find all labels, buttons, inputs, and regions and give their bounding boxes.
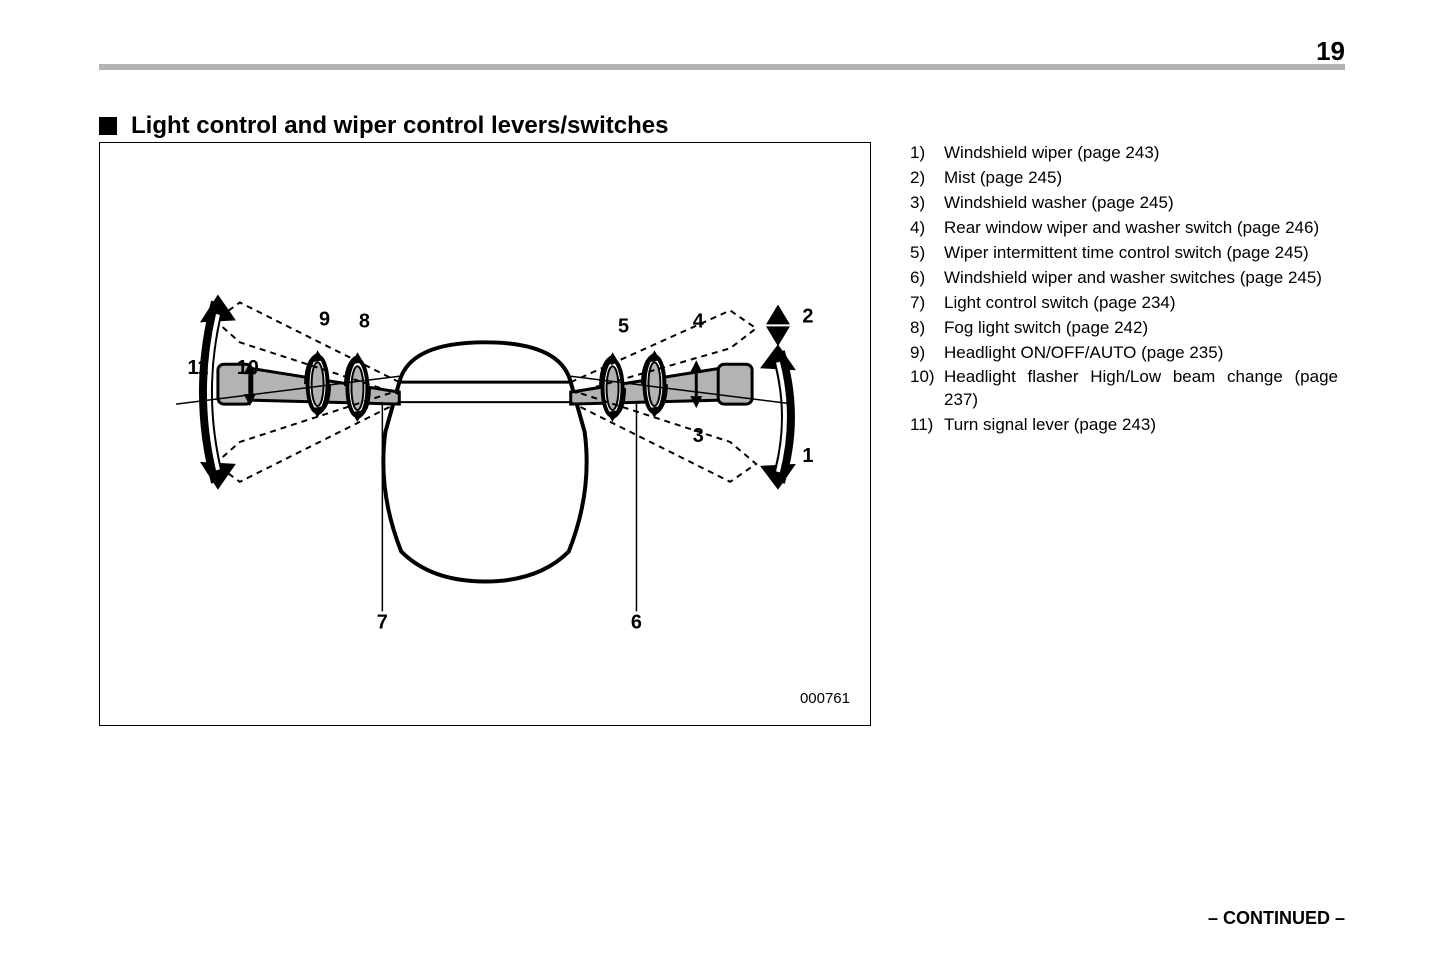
legend-item: 5)Wiper intermittent time control switch… xyxy=(910,242,1338,265)
callout-9: 9 xyxy=(319,308,330,330)
bullet-icon xyxy=(99,117,117,135)
legend-item-text: Headlight ON/OFF/AUTO (page 235) xyxy=(944,342,1338,365)
diagram-frame: 1 2 3 4 5 6 7 8 9 10 11 000761 xyxy=(99,142,871,726)
page-number: 19 xyxy=(1316,36,1345,67)
callout-5: 5 xyxy=(618,315,629,337)
legend-item-text: Light control switch (page 234) xyxy=(944,292,1338,315)
legend-item-text: Rear window wiper and washer switch (pag… xyxy=(944,217,1338,240)
legend-item: 1)Windshield wiper (page 243) xyxy=(910,142,1338,165)
legend-item: 6)Windshield wiper and washer switches (… xyxy=(910,267,1338,290)
legend-item-text: Windshield wiper (page 243) xyxy=(944,142,1338,165)
figure-id: 000761 xyxy=(800,690,850,707)
legend-item: 10)Headlight flasher High/Low beam chang… xyxy=(910,366,1338,412)
legend-item-text: Windshield wiper and washer switches (pa… xyxy=(944,267,1338,290)
legend-item-number: 8) xyxy=(910,317,944,340)
title-text: Light control and wiper control levers/s… xyxy=(131,112,668,140)
legend-item-number: 10) xyxy=(910,366,944,412)
callout-8: 8 xyxy=(359,310,370,332)
legend-item-text: Fog light switch (page 242) xyxy=(944,317,1338,340)
legend-item-number: 9) xyxy=(910,342,944,365)
callout-3: 3 xyxy=(693,425,704,447)
legend-item-text: Wiper intermittent time control switch (… xyxy=(944,242,1338,265)
legend-item: 11)Turn signal lever (page 243) xyxy=(910,414,1338,437)
mist-arrow-icon xyxy=(766,304,790,346)
legend-item: 2)Mist (page 245) xyxy=(910,167,1338,190)
legend-item-number: 3) xyxy=(910,192,944,215)
legend-item-number: 11) xyxy=(910,414,944,437)
legend-item-text: Windshield washer (page 245) xyxy=(944,192,1338,215)
callout-1: 1 xyxy=(802,445,813,467)
legend-item: 8)Fog light switch (page 242) xyxy=(910,317,1338,340)
legend-item-text: Turn signal lever (page 243) xyxy=(944,414,1338,437)
continued-footer: – CONTINUED – xyxy=(1208,908,1345,929)
steering-wheel xyxy=(383,342,586,581)
callout-11: 11 xyxy=(187,357,208,379)
legend-item: 4)Rear window wiper and washer switch (p… xyxy=(910,217,1338,240)
callout-6: 6 xyxy=(631,611,642,633)
legend-item-text: Mist (page 245) xyxy=(944,167,1338,190)
legend-item-number: 5) xyxy=(910,242,944,265)
legend-item: 9)Headlight ON/OFF/AUTO (page 235) xyxy=(910,342,1338,365)
legend-list: 1)Windshield wiper (page 243)2)Mist (pag… xyxy=(910,142,1338,439)
legend-item-text: Headlight flasher High/Low beam change (… xyxy=(944,366,1338,412)
callout-10: 10 xyxy=(237,357,259,379)
legend-item: 3)Windshield washer (page 245) xyxy=(910,192,1338,215)
callout-7: 7 xyxy=(377,611,388,633)
header-rule xyxy=(99,64,1345,70)
legend-item-number: 2) xyxy=(910,167,944,190)
legend-item: 7)Light control switch (page 234) xyxy=(910,292,1338,315)
wiper-arrow-icon xyxy=(760,344,796,490)
section-title: Light control and wiper control levers/s… xyxy=(99,112,668,140)
legend-item-number: 7) xyxy=(910,292,944,315)
legend-item-number: 6) xyxy=(910,267,944,290)
legend-item-number: 1) xyxy=(910,142,944,165)
diagram-svg: 1 2 3 4 5 6 7 8 9 10 11 xyxy=(100,143,870,725)
callout-4: 4 xyxy=(693,310,704,332)
legend-item-number: 4) xyxy=(910,217,944,240)
callout-2: 2 xyxy=(802,305,813,327)
